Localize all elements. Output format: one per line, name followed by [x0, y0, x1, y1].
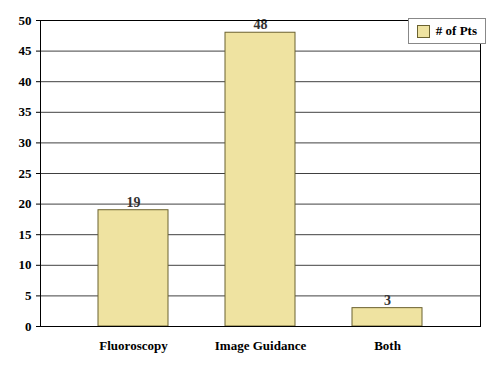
svg-text:Fluoroscopy: Fluoroscopy: [99, 338, 168, 353]
html-text:# of Pts: # of Pts: [435, 23, 477, 38]
svg-text:35: 35: [19, 104, 33, 119]
svg-text:Image Guidance: Image Guidance: [215, 338, 307, 353]
svg-text:15: 15: [19, 227, 33, 242]
svg-text:5: 5: [25, 288, 32, 303]
svg-text:19: 19: [127, 195, 141, 210]
svg-text:48: 48: [254, 17, 268, 32]
svg-text:45: 45: [19, 43, 33, 58]
svg-text:10: 10: [19, 257, 32, 272]
svg-text:25: 25: [19, 166, 33, 181]
svg-text:20: 20: [19, 196, 32, 211]
svg-text:50: 50: [19, 13, 32, 28]
svg-text:30: 30: [19, 135, 32, 150]
svg-text:3: 3: [384, 293, 391, 308]
svg-text:0: 0: [25, 319, 32, 334]
svg-text:40: 40: [19, 74, 32, 89]
svg-text:Both: Both: [374, 338, 402, 353]
